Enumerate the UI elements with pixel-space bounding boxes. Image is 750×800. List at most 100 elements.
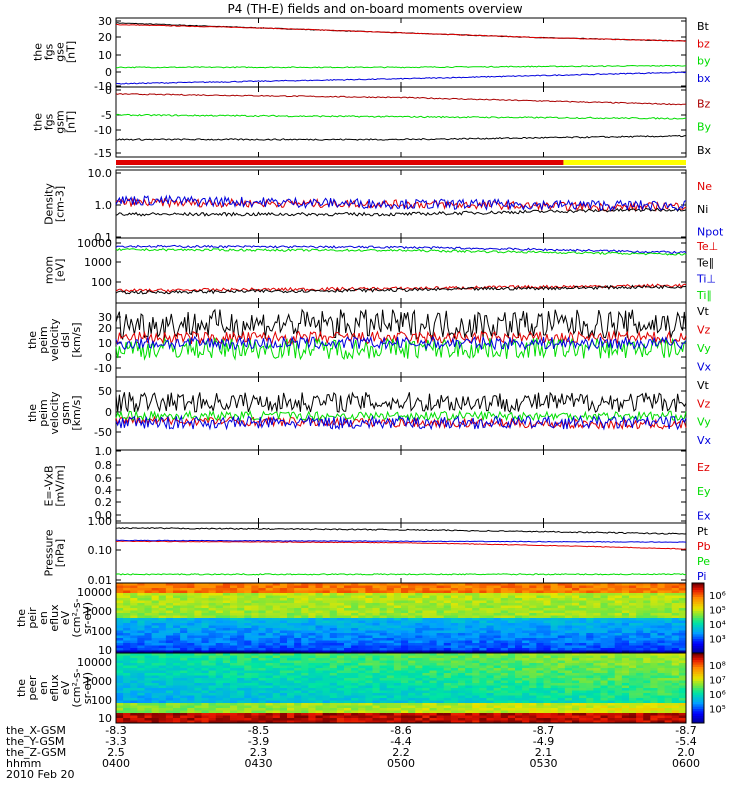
heatmap-cell (443, 655, 452, 659)
heatmap-cell (194, 675, 202, 679)
heatmap-cell (386, 660, 395, 664)
heatmap-cell (344, 673, 352, 676)
heatmap-cell (629, 603, 637, 606)
heatmap-cell (564, 713, 573, 716)
heatmap-cell (365, 670, 373, 674)
heatmap-cell (408, 688, 416, 691)
heatmap-cell (301, 680, 309, 684)
heatmap-cell (165, 588, 174, 591)
heatmap-cell (251, 600, 259, 604)
heatmap-cell (251, 700, 259, 704)
heatmap-cell (472, 648, 480, 651)
heatmap-cell (422, 583, 430, 586)
heatmap-cell (529, 655, 537, 659)
heatmap-cell (344, 600, 352, 604)
heatmap-cell (593, 678, 601, 681)
heatmap-cell (372, 598, 381, 601)
heatmap-cell (564, 688, 573, 691)
heatmap-cell (379, 640, 388, 644)
heatmap-cell (579, 720, 587, 724)
heatmap-cell (564, 700, 573, 704)
heatmap-cell (251, 588, 259, 591)
heatmap-cell (643, 720, 651, 724)
heatmap-cell (301, 600, 309, 604)
heatmap-cell (336, 605, 345, 609)
heatmap-cell (386, 665, 395, 669)
heatmap-cell (336, 675, 345, 679)
heatmap-cell (543, 720, 552, 724)
heatmap-cell (629, 705, 637, 709)
heatmap-cell (301, 720, 309, 724)
heatmap-cell (230, 695, 238, 699)
heatmap-cell (607, 720, 616, 724)
heatmap-cell (393, 695, 402, 699)
heatmap-cell (507, 658, 516, 661)
heatmap-cell (315, 710, 324, 714)
heatmap-cell (351, 598, 359, 601)
heatmap-cell (486, 620, 495, 624)
heatmap-cell (664, 605, 673, 609)
heatmap-cell (251, 673, 259, 676)
heatmap-cell (251, 640, 259, 644)
heatmap-cell (237, 638, 245, 641)
heatmap-cell (215, 655, 224, 659)
heatmap-cell (657, 660, 666, 664)
heatmap-cell (294, 713, 302, 716)
heatmap-cell (422, 640, 430, 644)
heatmap-cell (586, 583, 594, 586)
heatmap-cell (379, 643, 388, 646)
heatmap-cell (336, 710, 345, 714)
heatmap-cell (137, 705, 145, 709)
heatmap-cell (443, 703, 452, 706)
heatmap-cell (550, 700, 559, 704)
heatmap-cell (279, 610, 288, 614)
heatmap-cell (586, 595, 594, 599)
heatmap-cell (358, 590, 366, 594)
heatmap-cell (258, 628, 267, 631)
heatmap-cell (173, 663, 181, 666)
heatmap-cell (550, 613, 559, 616)
heatmap-cell (173, 698, 181, 701)
heatmap-cell (522, 650, 530, 654)
heatmap-cell (572, 650, 580, 654)
heatmap-cell (536, 708, 544, 711)
heatmap-cell (180, 630, 188, 634)
heatmap-cell (486, 635, 495, 639)
heatmap-cell (472, 700, 480, 704)
heatmap-cell (536, 670, 544, 674)
heatmap-cell (579, 590, 587, 594)
heatmap-cell (344, 650, 352, 654)
heatmap-cell (401, 688, 409, 691)
heatmap-cell (308, 588, 316, 591)
heatmap-cell (572, 683, 580, 686)
x-axis-value: 0600 (672, 757, 700, 770)
heatmap-cell (358, 668, 366, 671)
heatmap-cell (429, 625, 438, 629)
heatmap-cell (522, 673, 530, 676)
heatmap-cell (643, 678, 651, 681)
heatmap-cell (657, 683, 666, 686)
heatmap-cell (657, 588, 666, 591)
heatmap-cell (272, 598, 281, 601)
heatmap-cell (393, 675, 402, 679)
heatmap-cell (265, 653, 274, 656)
heatmap-cell (579, 615, 587, 619)
heatmap-cell (486, 653, 495, 656)
heatmap-cell (258, 620, 267, 624)
heatmap-cell (351, 658, 359, 661)
heatmap-cell (116, 625, 124, 629)
heatmap-cell (344, 678, 352, 681)
heatmap-cell (287, 650, 295, 654)
heatmap-cell (187, 705, 195, 709)
heatmap-cell (593, 635, 601, 639)
heatmap-cell (237, 698, 245, 701)
heatmap-cell (600, 615, 609, 619)
heatmap-cell (436, 615, 445, 619)
heatmap-cell (443, 633, 452, 636)
heatmap-cell (244, 715, 252, 719)
heatmap-cell (336, 608, 345, 611)
heatmap-cell (550, 720, 559, 724)
heatmap-cell (116, 720, 124, 724)
heatmap-cell (393, 713, 402, 716)
